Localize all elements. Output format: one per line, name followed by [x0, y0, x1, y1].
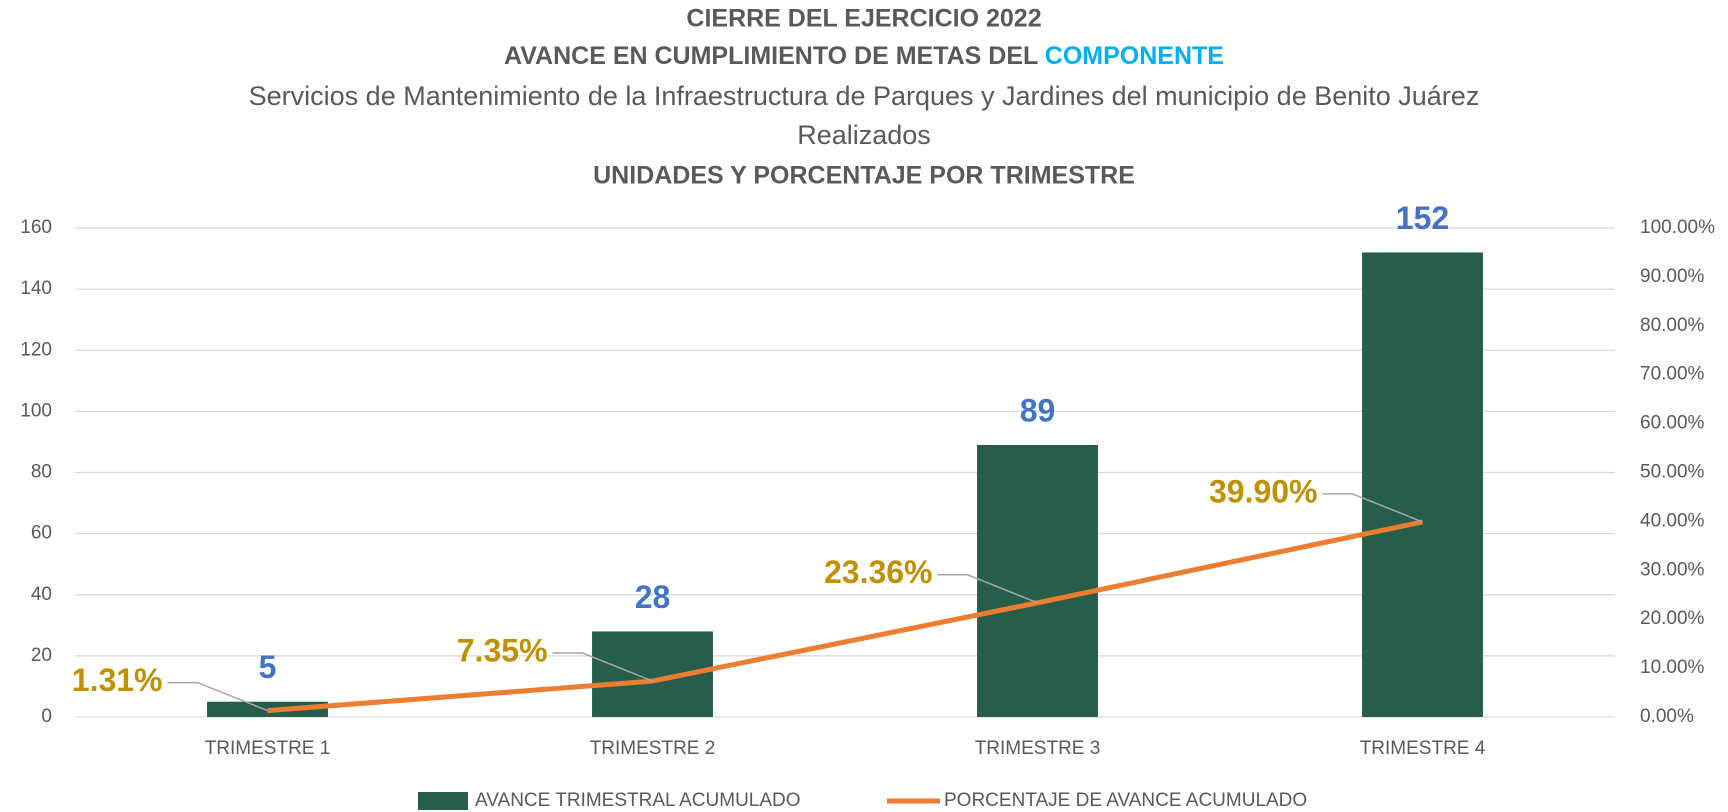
x-tick-label: TRIMESTRE 1 — [205, 738, 331, 759]
y-tick-label: 140 — [20, 278, 52, 299]
y2-tick-label: 0.00% — [1640, 706, 1694, 727]
line — [267, 519, 1424, 714]
subtitle: Realizados — [797, 120, 931, 150]
chart-title-highlight: COMPONENTE — [1045, 42, 1224, 70]
chart-title-part: AVANCE EN CUMPLIMIENTO DE METAS DEL — [504, 42, 1045, 70]
chart-title: CIERRE DEL EJERCICIO 2022 — [686, 5, 1041, 33]
chart-title: AVANCE EN CUMPLIMIENTO DE METAS DEL COMP… — [504, 42, 1224, 70]
y2-tick-label: 100.00% — [1640, 217, 1715, 238]
y-tick-label: 120 — [20, 339, 52, 360]
data-label: 5 — [259, 649, 277, 685]
data-label: 28 — [635, 579, 671, 615]
x-tick-label: TRIMESTRE 3 — [975, 738, 1101, 759]
y-tick-label: 60 — [31, 523, 52, 544]
data-label: 152 — [1396, 200, 1449, 236]
y2-tick-label: 90.00% — [1640, 266, 1705, 287]
leader-line — [552, 652, 653, 682]
y2-tick-label: 20.00% — [1640, 608, 1705, 629]
data-label: 7.35% — [457, 633, 548, 669]
leader-line — [167, 681, 268, 712]
legend-label: AVANCE TRIMESTRAL ACUMULADO — [475, 790, 801, 811]
data-label: 89 — [1020, 392, 1056, 428]
bar — [1362, 252, 1483, 717]
y2-tick-label: 70.00% — [1640, 364, 1705, 385]
y-tick-label: 80 — [31, 462, 52, 483]
legend-label: PORCENTAJE DE AVANCE ACUMULADO — [944, 790, 1307, 811]
legend-swatch — [418, 792, 468, 810]
y-tick-label: 160 — [20, 217, 52, 238]
leader-line — [1322, 493, 1423, 523]
y2-tick-label: 80.00% — [1640, 315, 1705, 336]
y2-tick-label: 10.00% — [1640, 657, 1705, 678]
subtitle: UNIDADES Y PORCENTAJE POR TRIMESTRE — [593, 162, 1135, 190]
x-tick-label: TRIMESTRE 4 — [1360, 738, 1486, 759]
leader-line — [937, 574, 1038, 604]
data-label: 23.36% — [824, 554, 933, 590]
y-tick-label: 100 — [20, 400, 52, 421]
y2-tick-label: 60.00% — [1640, 413, 1705, 434]
y2-tick-label: 50.00% — [1640, 462, 1705, 483]
y-tick-label: 40 — [31, 584, 52, 605]
bar — [977, 444, 1098, 717]
y2-tick-label: 30.00% — [1640, 559, 1705, 580]
y-tick-label: 20 — [31, 645, 52, 666]
subtitle: Servicios de Mantenimiento de la Infraes… — [249, 81, 1480, 111]
y-tick-label: 0 — [41, 706, 52, 727]
x-tick-label: TRIMESTRE 2 — [590, 738, 716, 759]
y2-tick-label: 40.00% — [1640, 510, 1705, 531]
data-label: 39.90% — [1209, 473, 1318, 509]
data-label: 1.31% — [72, 662, 163, 698]
